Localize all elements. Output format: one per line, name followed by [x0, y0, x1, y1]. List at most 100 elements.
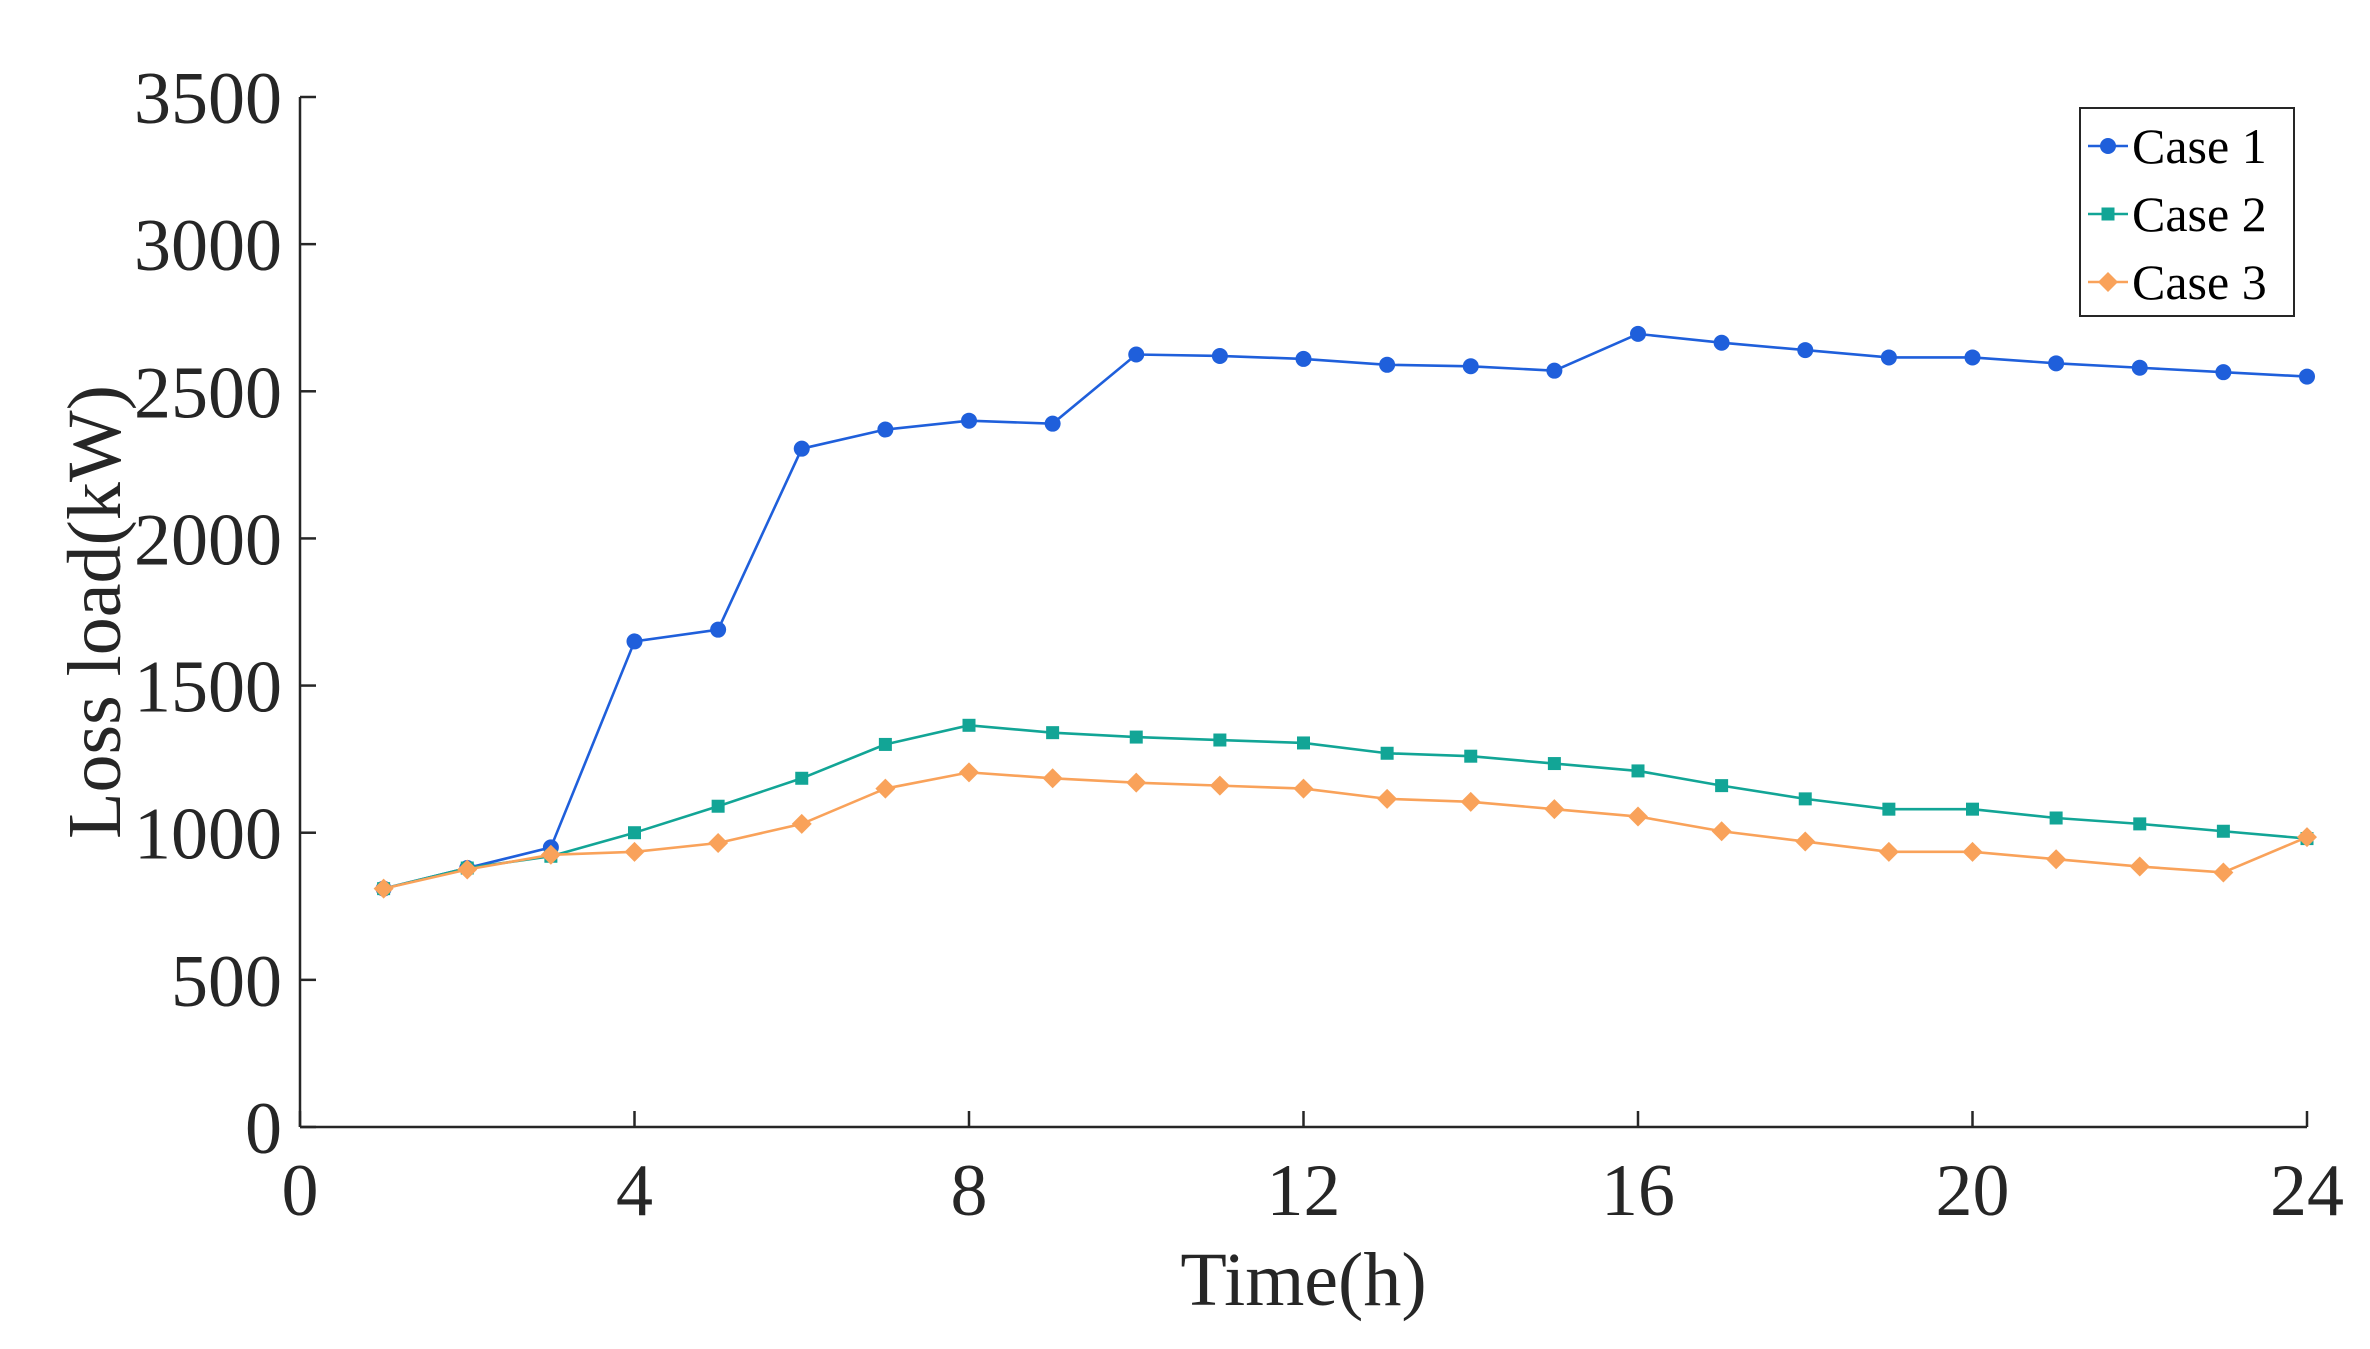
data-point: [1042, 768, 1063, 789]
y-axis-title: Loss load(kW): [53, 385, 137, 839]
data-point: [2213, 862, 2234, 883]
data-point: [457, 859, 478, 880]
data-point: [878, 737, 892, 751]
data-point: [2215, 364, 2232, 381]
data-point: [2133, 817, 2147, 831]
data-point: [1209, 775, 1230, 796]
data-point: [1966, 802, 1979, 816]
y-tick-label: 2000: [134, 499, 282, 581]
data-point: [1464, 749, 1478, 763]
data-point: [1379, 356, 1396, 373]
x-tick-label: 12: [1267, 1150, 1341, 1232]
x-tick-label: 8: [951, 1150, 988, 1232]
legend-marker: [2101, 207, 2115, 221]
data-point: [708, 833, 729, 854]
x-axis-title: Time(h): [1180, 1238, 1426, 1322]
data-point: [961, 412, 977, 429]
data-point: [1715, 779, 1729, 793]
data-point: [2216, 824, 2230, 838]
legend-marker: [2098, 272, 2118, 292]
x-tick-label: 20: [1936, 1150, 2010, 1232]
data-point: [1377, 788, 1398, 809]
data-point: [2048, 355, 2065, 372]
data-point: [1795, 831, 1816, 852]
legend-item: Case 1: [2088, 118, 2267, 174]
data-point: [962, 718, 976, 732]
y-tick-label: 3000: [134, 205, 282, 287]
series-layer: [373, 325, 2317, 899]
y-tick-label: 1000: [134, 794, 282, 876]
data-point: [1380, 746, 1394, 760]
data-point: [1297, 736, 1310, 750]
legend-item: Case 3: [2088, 254, 2267, 310]
data-point: [710, 621, 727, 638]
data-point: [1213, 733, 1227, 747]
series-1: [375, 325, 2315, 897]
x-tick-label: 4: [616, 1150, 653, 1232]
data-point: [1046, 726, 1060, 740]
data-point: [959, 762, 979, 783]
data-point: [1293, 778, 1314, 799]
data-point: [1711, 821, 1732, 842]
data-point: [793, 440, 810, 457]
series-line: [383, 332, 2308, 890]
data-point: [2049, 811, 2063, 825]
data-point: [1882, 802, 1896, 816]
data-point: [795, 771, 809, 785]
data-point: [791, 813, 812, 834]
data-point: [626, 633, 643, 650]
data-point: [1546, 362, 1563, 379]
data-point: [1878, 841, 1899, 862]
y-tick-label: 0: [245, 1088, 282, 1170]
series-line: [383, 771, 2308, 890]
data-point: [1129, 730, 1143, 744]
data-point: [1460, 791, 1481, 812]
axes: 0 4 8 12 16 20 24 0 500 1000 1500 2000 2500 3000 3500: [134, 58, 2344, 1232]
data-point: [877, 421, 894, 438]
y-tick-label: 3500: [134, 58, 282, 140]
data-point: [2297, 827, 2317, 848]
data-point: [875, 778, 896, 799]
x-tick-label: 24: [2270, 1150, 2344, 1232]
legend: Case 1 Case 2 Case 3: [2079, 107, 2295, 317]
data-point: [1798, 792, 1812, 806]
data-point: [2299, 368, 2315, 385]
data-point: [1880, 349, 1897, 366]
data-point: [1211, 347, 1228, 364]
data-point: [1964, 349, 1981, 366]
data-point: [1797, 342, 1814, 359]
data-point: [2131, 359, 2148, 376]
legend-marker: [2100, 138, 2116, 154]
data-point: [711, 799, 725, 813]
data-point: [1126, 772, 1147, 793]
data-point: [540, 844, 561, 865]
data-point: [2046, 849, 2067, 870]
data-point: [1044, 415, 1061, 432]
y-tick-label: 2500: [134, 352, 282, 434]
data-point: [1462, 358, 1479, 375]
legend-label: Case 1: [2132, 118, 2267, 174]
data-point: [1544, 799, 1565, 820]
data-point: [2129, 856, 2150, 877]
y-tick-label: 500: [171, 941, 282, 1023]
data-point: [1713, 334, 1730, 351]
legend-label: Case 2: [2132, 186, 2267, 242]
legend-item: Case 2: [2088, 186, 2267, 242]
data-point: [628, 826, 641, 840]
series-3: [373, 762, 2317, 899]
data-point: [1962, 841, 1983, 862]
data-point: [1630, 325, 1646, 342]
data-point: [1295, 350, 1312, 367]
y-tick-label: 1500: [134, 647, 282, 729]
series-line: [383, 723, 2308, 890]
legend-label: Case 3: [2132, 254, 2267, 310]
data-point: [624, 841, 645, 862]
data-point: [1128, 346, 1145, 363]
data-point: [1631, 764, 1645, 778]
data-point: [373, 878, 394, 899]
data-point: [1628, 806, 1648, 827]
series-2: [377, 718, 2314, 896]
x-tick-label: 0: [282, 1150, 319, 1232]
